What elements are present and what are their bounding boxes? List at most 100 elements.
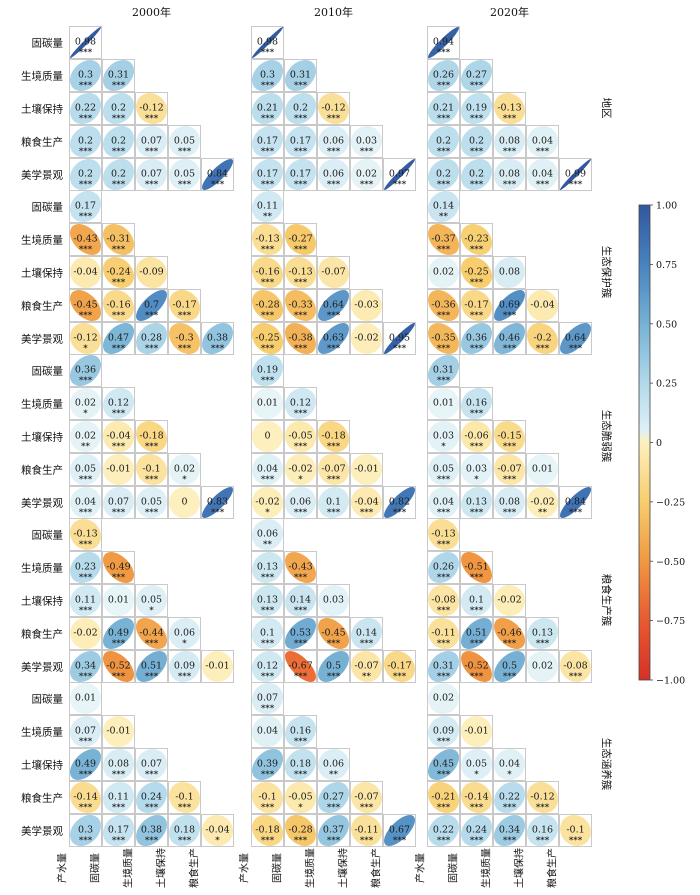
correlation-ellipse — [493, 256, 526, 289]
correlation-value: -0.28 — [288, 825, 312, 836]
correlation-ellipse — [69, 682, 102, 715]
correlation-ellipse — [317, 420, 350, 453]
correlation-ellipse — [70, 126, 101, 157]
correlation-ellipse — [383, 158, 416, 191]
region-label: 生态脆弱簇 — [600, 410, 613, 463]
correlation-value: 0.05 — [75, 464, 96, 475]
significance-stars: *** — [327, 311, 341, 321]
significance-stars: *** — [112, 114, 126, 124]
correlation-value: 0.03 — [356, 136, 377, 147]
region-label: 生态涵养簇 — [600, 738, 613, 791]
significance-stars: *** — [79, 114, 93, 124]
significance-stars: *** — [112, 180, 126, 190]
significance-stars: * — [182, 639, 187, 649]
significance-stars: *** — [327, 344, 341, 354]
correlation-ellipse — [102, 814, 135, 847]
correlation-ellipse — [351, 618, 382, 649]
correlation-ellipse — [168, 289, 201, 322]
correlation-value: 0.18 — [290, 759, 311, 770]
correlation-ellipse — [427, 486, 460, 519]
correlation-ellipse — [102, 223, 135, 256]
significance-stars: *** — [437, 737, 451, 747]
correlation-ellipse — [494, 421, 525, 452]
correlation-ellipse — [461, 388, 492, 419]
correlation-ellipse — [136, 815, 167, 846]
correlation-ellipse — [136, 159, 167, 190]
correlation-ellipse — [284, 289, 317, 322]
correlation-value: -0.07 — [321, 267, 345, 278]
correlation-ellipse — [428, 126, 459, 157]
significance-stars: *** — [261, 278, 275, 288]
correlation-ellipse — [102, 551, 135, 584]
correlation-ellipse — [251, 223, 284, 256]
column-label: 土壤保持 — [513, 848, 526, 888]
correlation-ellipse — [70, 159, 101, 190]
significance-stars: *** — [112, 81, 126, 91]
correlation-value: -0.1 — [566, 825, 584, 836]
correlation-value: -0.17 — [387, 661, 411, 672]
correlation-value: 0.5 — [502, 661, 517, 672]
correlation-ellipse — [383, 650, 416, 683]
correlation-ellipse — [252, 323, 283, 354]
correlation-value: -0.44 — [139, 628, 163, 639]
row-label: 粮食生产 — [21, 628, 63, 641]
year-title: 2000年 — [132, 5, 171, 19]
correlation-value: -0.18 — [321, 431, 345, 442]
correlation-value: -0.01 — [354, 464, 378, 475]
correlation-ellipse — [251, 551, 284, 584]
correlation-ellipse — [427, 715, 460, 748]
correlation-ellipse — [428, 257, 459, 288]
correlation-ellipse — [136, 93, 167, 124]
correlation-value: 0.19 — [466, 103, 487, 114]
correlation-value: 0.02 — [532, 661, 553, 672]
correlation-value: -0.37 — [431, 234, 455, 245]
correlation-value: -0.13 — [73, 529, 97, 540]
significance-stars: *** — [294, 147, 308, 157]
significance-stars: *** — [393, 344, 407, 354]
correlation-ellipse — [527, 323, 558, 354]
correlation-ellipse — [494, 585, 525, 616]
correlation-value: 0.17 — [290, 169, 311, 180]
correlation-value: -0.33 — [288, 300, 312, 311]
correlation-value: 0.22 — [433, 825, 454, 836]
correlation-value: -0.03 — [354, 300, 378, 311]
correlation-value: -0.24 — [106, 267, 130, 278]
row-label: 粮食生产 — [21, 792, 63, 805]
significance-stars: *** — [569, 344, 583, 354]
significance-stars: *** — [145, 770, 159, 780]
significance-stars: *** — [437, 639, 451, 649]
significance-stars: *** — [437, 803, 451, 813]
correlation-ellipse — [559, 158, 592, 191]
correlation-value: -0.08 — [431, 595, 455, 606]
correlation-ellipse — [201, 814, 234, 847]
correlation-ellipse — [317, 322, 350, 355]
significance-stars: *** — [294, 508, 308, 518]
significance-stars: *** — [79, 311, 93, 321]
significance-stars: ** — [81, 442, 90, 452]
significance-stars: *** — [294, 442, 308, 452]
significance-stars: *** — [360, 508, 374, 518]
significance-stars: *** — [360, 836, 374, 846]
significance-stars: *** — [261, 606, 275, 616]
correlation-value: 0.47 — [108, 333, 129, 344]
significance-stars: *** — [393, 180, 407, 190]
colorbar-tick-label: 0.75 — [656, 260, 677, 271]
correlation-ellipse — [427, 92, 460, 125]
correlation-ellipse — [69, 748, 102, 781]
correlation-value: 0.27 — [466, 70, 487, 81]
correlation-value: -0.01 — [464, 726, 488, 737]
correlation-value: 0.17 — [290, 136, 311, 147]
correlation-value: 0.07 — [108, 497, 129, 508]
correlation-value: -0.35 — [431, 333, 455, 344]
significance-stars: *** — [569, 836, 583, 846]
correlation-ellipse — [560, 815, 591, 846]
correlation-ellipse — [251, 92, 284, 125]
significance-stars: *** — [79, 81, 93, 91]
correlation-ellipse — [135, 322, 168, 355]
correlation-value: 0.97 — [389, 169, 410, 180]
correlation-ellipse — [284, 256, 317, 289]
correlation-value: 0.17 — [257, 136, 278, 147]
correlation-ellipse — [251, 125, 284, 158]
correlation-ellipse — [251, 715, 284, 748]
correlation-value: -0.28 — [255, 300, 279, 311]
